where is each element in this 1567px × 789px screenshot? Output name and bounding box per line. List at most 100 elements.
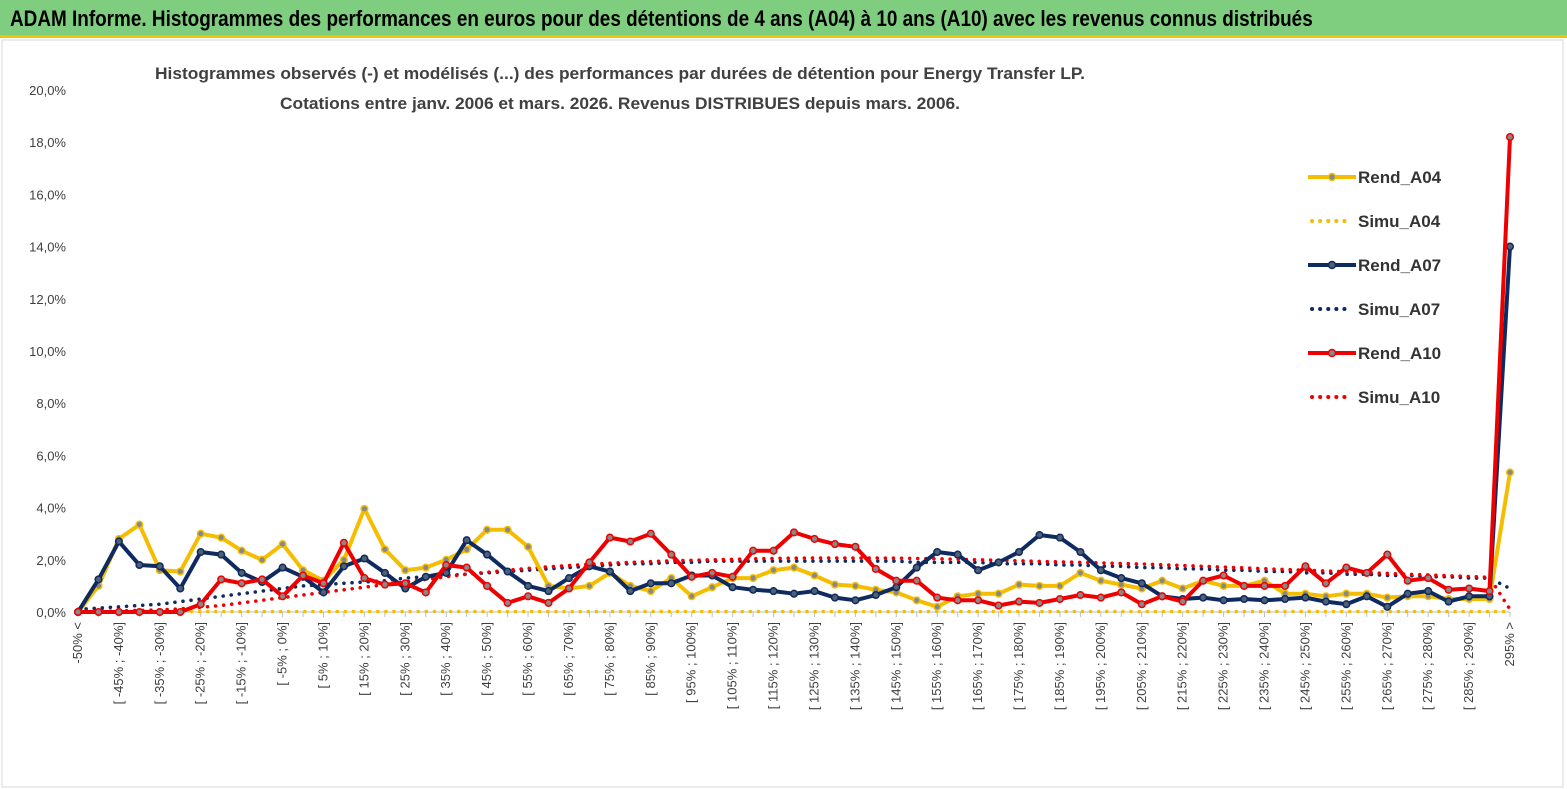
x-tick-label: [ 125% ; 130%] [806, 622, 821, 710]
data-point [73, 607, 83, 617]
data-point [114, 607, 123, 617]
x-tick-label: [ 245% ; 250%] [1297, 622, 1312, 710]
x-tick-label: [ -25% ; -20%] [193, 622, 208, 704]
data-point [892, 583, 901, 592]
data-point [176, 607, 185, 617]
data-point [708, 568, 717, 577]
data-point [1280, 581, 1290, 590]
data-point [953, 550, 962, 559]
data-point [1178, 584, 1187, 593]
data-point [319, 588, 328, 597]
legend-label: Simu_A10 [1358, 388, 1440, 407]
data-point [442, 560, 451, 570]
data-point [298, 571, 308, 580]
data-point [1096, 576, 1105, 585]
x-tick-label: [ 265% ; 270%] [1379, 622, 1394, 710]
data-point [135, 560, 144, 570]
data-point [1096, 566, 1105, 575]
chart-area [1, 39, 1564, 788]
data-point [114, 537, 123, 546]
data-point [912, 596, 921, 605]
data-point [1117, 580, 1126, 589]
data-point [1403, 589, 1412, 598]
data-point [278, 592, 287, 601]
data-point [503, 525, 512, 534]
data-point [196, 529, 205, 538]
data-point [1055, 581, 1064, 590]
x-tick-label: [ 175% ; 180%] [1011, 622, 1026, 710]
y-tick-label: 0,0% [36, 605, 66, 620]
data-point [94, 575, 103, 584]
legend-item: Rend_A10 [1308, 344, 1441, 363]
data-point [196, 547, 205, 557]
data-point [1342, 563, 1351, 572]
performance-chart: 0,0% 2,0% 4,0% 6,0% 8,0% 10,0% 12,0% 14,0% 16,0%… [1, 39, 1564, 788]
x-tick-label: [ 225% ; 230%] [1216, 622, 1231, 710]
data-point [687, 572, 696, 581]
data-point [1280, 594, 1290, 604]
x-tick-label: [ 185% ; 190%] [1052, 622, 1067, 710]
data-point [1505, 132, 1515, 142]
data-point [1219, 581, 1228, 590]
data-point [789, 528, 799, 537]
data-point [810, 534, 819, 543]
data-point [1219, 571, 1228, 580]
data-point [1444, 585, 1453, 594]
x-tick-label: [ 285% ; 290%] [1461, 622, 1476, 710]
data-point [994, 558, 1003, 567]
y-tick-label: 20,0% [29, 83, 66, 98]
y-axis: 0,0% 2,0% 4,0% 6,0% 8,0% 10,0% 12,0% 14,0% 16,0%… [29, 83, 66, 620]
legend-label: Rend_A04 [1358, 168, 1442, 187]
data-point [421, 588, 430, 597]
x-tick-label: [ 135% ; 140%] [847, 622, 862, 710]
data-point [401, 579, 410, 588]
data-point [1076, 590, 1085, 600]
x-tick-label: -50% < [70, 622, 85, 664]
data-point [667, 550, 676, 559]
data-point [155, 562, 164, 571]
x-tick-label: [ 255% ; 260%] [1338, 622, 1353, 710]
data-point [1096, 593, 1105, 602]
data-point [217, 575, 226, 584]
data-point [1362, 568, 1371, 577]
data-point [483, 525, 492, 534]
data-point [442, 568, 451, 577]
legend-item: Rend_A04 [1308, 168, 1442, 187]
x-tick-label: [ -35% ; -30%] [152, 622, 167, 704]
data-point [483, 550, 492, 559]
data-point [1342, 589, 1351, 598]
data-point [258, 555, 267, 564]
data-point [1014, 580, 1024, 589]
series-rend-a07 [73, 242, 1515, 617]
x-tick-label: [ 25% ; 30%] [397, 622, 412, 696]
data-point [1321, 579, 1330, 588]
legend-marker [1327, 348, 1337, 358]
data-point [1383, 593, 1392, 602]
y-tick-label: 16,0% [29, 187, 66, 202]
data-point [503, 567, 512, 576]
data-point [1444, 597, 1453, 606]
data-point [524, 592, 533, 601]
data-point [892, 576, 901, 585]
data-point [237, 568, 246, 577]
data-point [237, 579, 246, 588]
data-point [1260, 581, 1269, 590]
y-tick-label: 12,0% [29, 292, 66, 307]
data-point [401, 566, 410, 575]
x-axis: -50% < [ -45% ; -40%] [ -35% ; -30%] [ -25%… [70, 612, 1517, 710]
x-tick-label: 295% > [1502, 622, 1517, 666]
data-point [605, 533, 614, 542]
data-point [237, 546, 246, 555]
data-point [974, 596, 983, 605]
x-tick-label: [ 215% ; 220%] [1175, 622, 1190, 710]
data-point [871, 590, 880, 600]
x-tick-label: [ 55% ; 60%] [520, 622, 535, 696]
data-point [339, 562, 348, 571]
data-point [217, 533, 226, 542]
data-point [1055, 533, 1064, 542]
x-tick-label: [ 235% ; 240%] [1257, 622, 1272, 710]
data-point [278, 540, 287, 549]
data-point [1158, 576, 1167, 585]
data-point [1383, 602, 1392, 611]
data-point [1137, 579, 1146, 588]
